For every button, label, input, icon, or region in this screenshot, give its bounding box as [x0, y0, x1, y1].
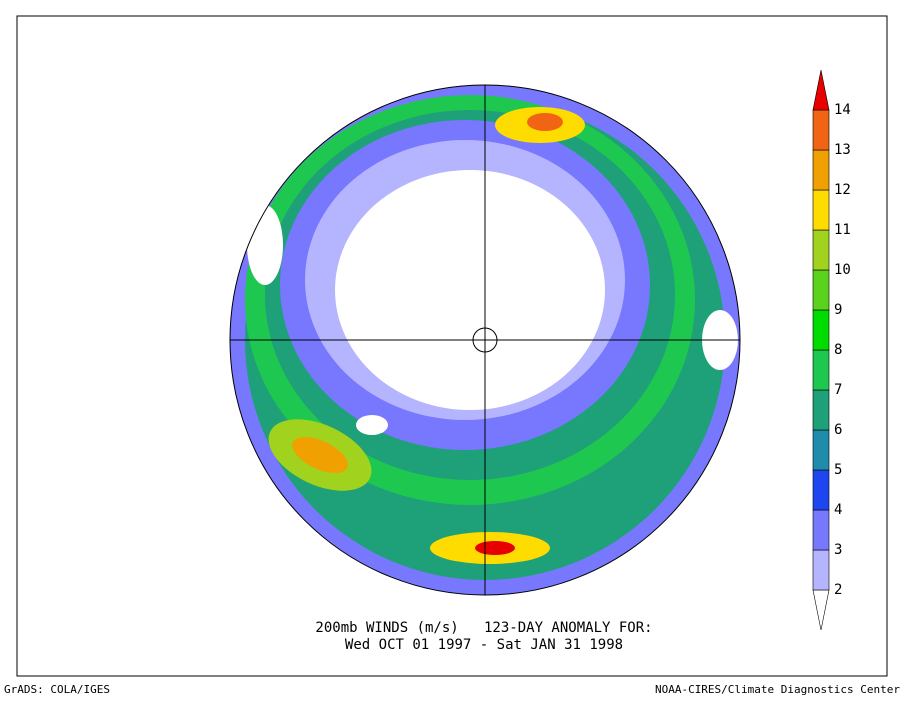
colorbar-box: [812, 189, 830, 231]
colorbar-label: 5: [834, 462, 842, 478]
colorbar-label: 11: [834, 222, 851, 238]
title-line: Wed OCT 01 1997 - Sat JAN 31 1998: [345, 637, 623, 653]
colorbar-box: [812, 549, 830, 591]
colorbar-label: 8: [834, 342, 842, 358]
colorbar-box: [812, 309, 830, 351]
colorbar-label: 13: [834, 142, 851, 158]
colorbar-box: [812, 149, 830, 191]
footer-right: NOAA-CIRES/Climate Diagnostics Center: [655, 683, 900, 696]
colorbar-box: [812, 349, 830, 391]
colorbar: 2 3 4 5 6 7 8 9 10 11 12 13 14: [812, 69, 851, 631]
colorbar-box: [812, 229, 830, 271]
colorbar-label: 12: [834, 182, 851, 198]
colorbar-label: 6: [834, 422, 842, 438]
map-pole: [472, 327, 498, 353]
colorbar-label: 9: [834, 302, 842, 318]
colorbar-box: [812, 429, 830, 471]
colorbar-extend: [812, 69, 830, 111]
colorbar-label: 10: [834, 262, 851, 278]
colorbar-box: [812, 389, 830, 431]
title-line: 200mb WINDS (m/s) 123-DAY ANOMALY FOR:: [315, 620, 652, 636]
colorbar-label: 7: [834, 382, 842, 398]
map-blob: [356, 415, 388, 435]
colorbar-label: 3: [834, 542, 842, 558]
map-blob: [527, 113, 563, 131]
colorbar-label: 4: [834, 502, 842, 518]
colorbar-box: [812, 469, 830, 511]
colorbar-box: [812, 269, 830, 311]
map-band: [335, 170, 605, 410]
footer-left: GrADS: COLA/IGES: [4, 683, 110, 696]
colorbar-label: 14: [834, 102, 851, 118]
colorbar-box: [812, 509, 830, 551]
map-blob: [292, 437, 348, 473]
map-blob: [475, 541, 515, 555]
colorbar-label: 2: [834, 582, 842, 598]
colorbar-box: [812, 109, 830, 151]
